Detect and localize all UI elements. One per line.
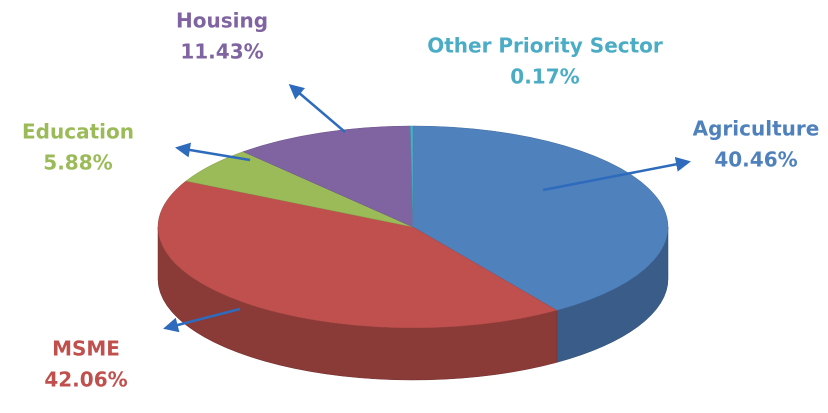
value-label: 11.43% [180,40,263,64]
category-label: Education [22,120,134,144]
value-label: 40.46% [714,148,797,172]
category-label: Agriculture [693,117,820,141]
pie-slice [242,125,414,228]
value-label: 5.88% [43,151,112,175]
arrow [288,84,346,133]
arrow [542,156,691,192]
arrow [163,307,241,333]
leader-arrows [163,84,691,333]
value-label: 42.06% [44,368,127,392]
category-label: MSME [52,337,120,361]
pie-slice [410,125,414,228]
pie-slice [157,180,558,329]
pie [157,125,669,381]
pie-slice [412,125,669,311]
arrow [175,142,251,162]
category-label: Housing [176,9,268,33]
category-label: Other Priority Sector [427,34,663,58]
value-label: 0.17% [510,65,579,89]
